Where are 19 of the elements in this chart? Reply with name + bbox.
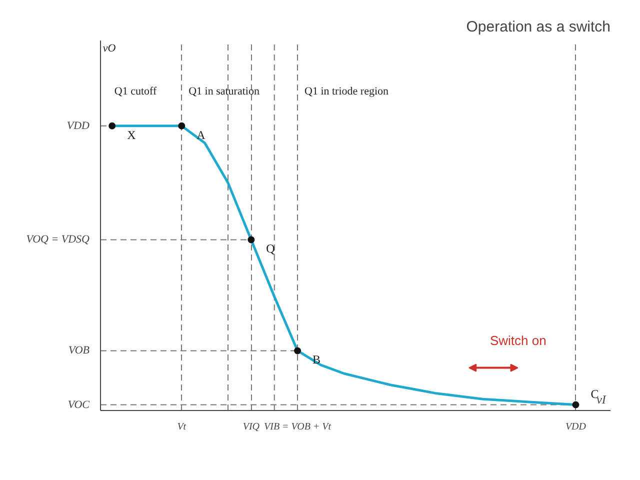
text: Q1 in triode region bbox=[304, 85, 390, 98]
text: vO bbox=[102, 42, 116, 55]
annotation: C bbox=[590, 386, 599, 401]
ref-line-label: VDD bbox=[66, 120, 90, 132]
x-tick-label: VIB = VOB + Vt bbox=[264, 422, 332, 432]
annotation: A bbox=[196, 128, 206, 142]
ref-line-label: VOQ = VDSQ bbox=[26, 234, 90, 246]
text: Q1 cutoff bbox=[114, 85, 158, 98]
x-axis-title: vI bbox=[596, 392, 607, 406]
ref-line-label: VOC bbox=[68, 398, 90, 411]
text: Q1 in saturation bbox=[188, 85, 260, 98]
x-tick-label: VDD bbox=[565, 422, 587, 432]
annotation: Q bbox=[266, 242, 276, 256]
annotation: X bbox=[127, 128, 136, 142]
chart-title: Operation as a switch bbox=[466, 18, 611, 36]
ref-line-label: VOB bbox=[68, 344, 90, 357]
annotation: Switch on bbox=[490, 332, 546, 348]
x-tick-label: VIQ bbox=[242, 422, 260, 432]
x-tick-label: Vt bbox=[177, 422, 186, 432]
